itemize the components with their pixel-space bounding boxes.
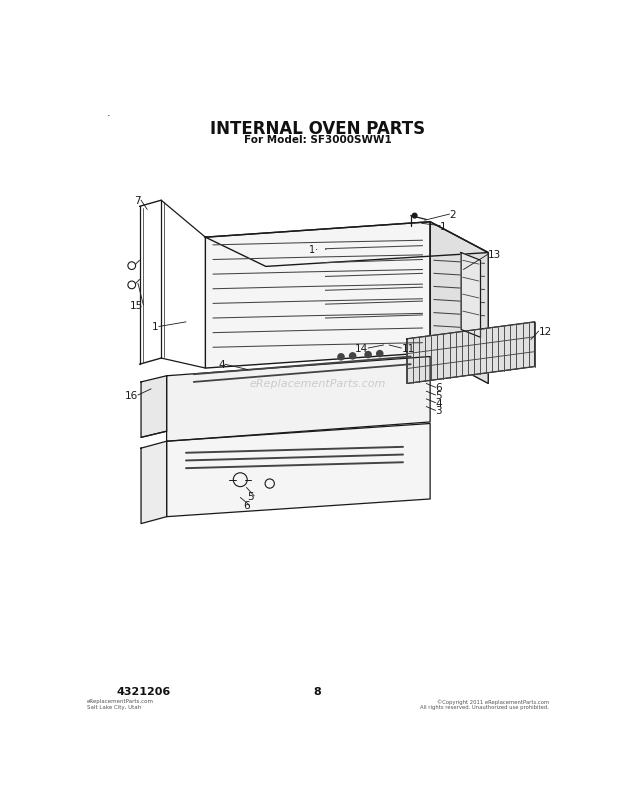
Polygon shape	[167, 357, 430, 442]
Polygon shape	[430, 222, 489, 384]
Text: 4: 4	[218, 360, 224, 369]
Text: 1·  ·: 1· ·	[309, 244, 327, 255]
Text: 5: 5	[435, 390, 442, 401]
Text: 13: 13	[489, 250, 502, 260]
Text: 1: 1	[440, 222, 447, 231]
Circle shape	[338, 354, 344, 361]
Text: 2: 2	[450, 210, 456, 220]
Circle shape	[412, 214, 417, 218]
Text: 8: 8	[314, 687, 322, 696]
Text: 1: 1	[153, 322, 159, 332]
Polygon shape	[167, 424, 430, 517]
Text: 5: 5	[247, 491, 254, 501]
Text: 4: 4	[435, 398, 442, 408]
Polygon shape	[141, 377, 167, 438]
Text: 12: 12	[539, 327, 552, 336]
Text: 15: 15	[130, 300, 143, 311]
Text: 14: 14	[355, 344, 368, 353]
Text: 11: 11	[402, 344, 415, 353]
Circle shape	[376, 351, 383, 357]
Text: ©Copyright 2011 eReplacementParts.com
All rights reserved. Unauthorized use proh: ©Copyright 2011 eReplacementParts.com Al…	[420, 698, 549, 710]
Text: 3: 3	[435, 406, 442, 416]
Text: eReplacementParts.com: eReplacementParts.com	[250, 379, 386, 389]
Polygon shape	[205, 222, 430, 369]
Circle shape	[350, 353, 356, 360]
Text: 6: 6	[243, 500, 249, 511]
Text: For Model: SF3000SWW1: For Model: SF3000SWW1	[244, 134, 392, 145]
Text: 16: 16	[125, 390, 138, 401]
Text: eReplacementParts.com
Salt Lake City, Utah: eReplacementParts.com Salt Lake City, Ut…	[87, 699, 154, 709]
Circle shape	[365, 352, 371, 358]
Polygon shape	[407, 323, 534, 384]
Text: 4321206: 4321206	[117, 687, 170, 696]
Text: 7: 7	[135, 196, 141, 206]
Polygon shape	[205, 222, 489, 267]
Text: 6: 6	[435, 383, 442, 393]
Polygon shape	[461, 253, 480, 338]
Polygon shape	[141, 442, 167, 524]
Text: INTERNAL OVEN PARTS: INTERNAL OVEN PARTS	[210, 120, 425, 137]
Text: ·: ·	[107, 112, 110, 121]
